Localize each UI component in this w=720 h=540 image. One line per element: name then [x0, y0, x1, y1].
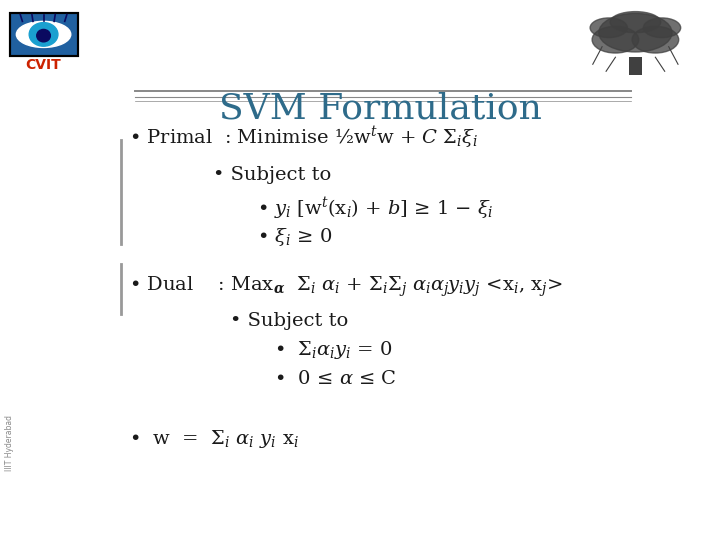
Text: •  0 ≤ $\alpha$ ≤ C: • 0 ≤ $\alpha$ ≤ C	[274, 370, 397, 388]
Ellipse shape	[610, 11, 661, 32]
Text: IIIT Hyderabad: IIIT Hyderabad	[5, 415, 14, 471]
Text: • Subject to: • Subject to	[230, 312, 348, 329]
Ellipse shape	[632, 26, 679, 53]
Text: •  w  =  $\Sigma_i$ $\alpha_i$ $y_i$ x$_i$: • w = $\Sigma_i$ $\alpha_i$ $y_i$ x$_i$	[129, 428, 299, 450]
Ellipse shape	[30, 23, 58, 46]
Ellipse shape	[592, 26, 639, 53]
Text: • $\xi_i$ ≥ 0: • $\xi_i$ ≥ 0	[258, 226, 333, 248]
Ellipse shape	[37, 29, 50, 42]
Ellipse shape	[599, 14, 672, 52]
Text: SVM Formulation: SVM Formulation	[219, 91, 541, 125]
Text: • Dual    : Max$_{\boldsymbol{\alpha}}$  $\Sigma_i$ $\alpha_i$ + $\Sigma_i\Sigma: • Dual : Max$_{\boldsymbol{\alpha}}$ $\S…	[129, 275, 563, 299]
Text: • Primal  : Minimise ½w$^t$w + $C$ $\Sigma_i\xi_i$: • Primal : Minimise ½w$^t$w + $C$ $\Sigm…	[129, 124, 478, 151]
Text: CVIT: CVIT	[26, 58, 61, 72]
Ellipse shape	[590, 18, 627, 38]
Ellipse shape	[17, 22, 71, 48]
Ellipse shape	[644, 18, 680, 38]
FancyBboxPatch shape	[629, 57, 642, 75]
FancyBboxPatch shape	[9, 14, 78, 56]
Text: • Subject to: • Subject to	[213, 166, 331, 184]
Text: • $y_i$ [w$^t$(x$_i$) + $b$] ≥ 1 − $\xi_i$: • $y_i$ [w$^t$(x$_i$) + $b$] ≥ 1 − $\xi_…	[258, 195, 494, 222]
Text: •  $\Sigma_i\alpha_i y_i$ = 0: • $\Sigma_i\alpha_i y_i$ = 0	[274, 339, 392, 361]
